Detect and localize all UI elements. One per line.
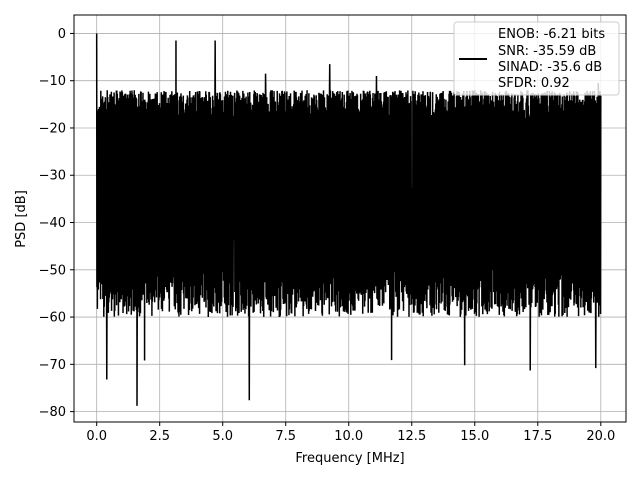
y-axis-label: PSD [dB] bbox=[14, 190, 29, 248]
x-tick-label: 17.5 bbox=[523, 429, 552, 444]
x-tick-label: 12.5 bbox=[397, 429, 426, 444]
legend-entry-sinad: SINAD: -35.6 dB bbox=[498, 60, 602, 75]
y-tick-label: −10 bbox=[39, 74, 66, 89]
y-tick-label: −20 bbox=[39, 121, 66, 136]
axes-frame bbox=[73, 14, 627, 423]
x-axis-label: Frequency [MHz] bbox=[295, 451, 404, 466]
x-axis-ticks: 0.0 2.5 5.0 7.5 10.0 12.5 15.0 17.5 20.0 bbox=[86, 422, 615, 444]
x-tick-label: 0.0 bbox=[86, 429, 107, 444]
legend: ENOB: -6.21 bits SNR: -35.59 dB SINAD: -… bbox=[453, 21, 620, 96]
y-tick-label: −80 bbox=[39, 405, 66, 420]
x-tick-label: 15.0 bbox=[460, 429, 489, 444]
y-tick-label: −40 bbox=[39, 216, 66, 231]
x-tick-label: 2.5 bbox=[149, 429, 170, 444]
legend-entry-sfdr: SFDR: 0.92 bbox=[498, 76, 570, 91]
legend-entry-enob: ENOB: -6.21 bits bbox=[498, 27, 605, 42]
x-tick-label: 7.5 bbox=[275, 429, 296, 444]
y-tick-label: −60 bbox=[39, 311, 66, 326]
legend-entry-snr: SNR: -35.59 dB bbox=[498, 44, 596, 59]
y-tick-label: −70 bbox=[39, 358, 66, 373]
x-tick-label: 20.0 bbox=[586, 429, 615, 444]
psd-series-line bbox=[95, 33, 602, 406]
y-tick-label: −30 bbox=[39, 169, 66, 184]
y-axis-ticks: 0 −10 −20 −30 −40 −50 −60 −70 −80 bbox=[39, 27, 74, 420]
x-tick-label: 5.0 bbox=[212, 429, 233, 444]
legend-box bbox=[453, 21, 620, 96]
plot-area bbox=[95, 33, 602, 406]
y-tick-label: 0 bbox=[58, 27, 66, 42]
x-tick-label: 10.0 bbox=[334, 429, 363, 444]
y-tick-label: −50 bbox=[39, 263, 66, 278]
